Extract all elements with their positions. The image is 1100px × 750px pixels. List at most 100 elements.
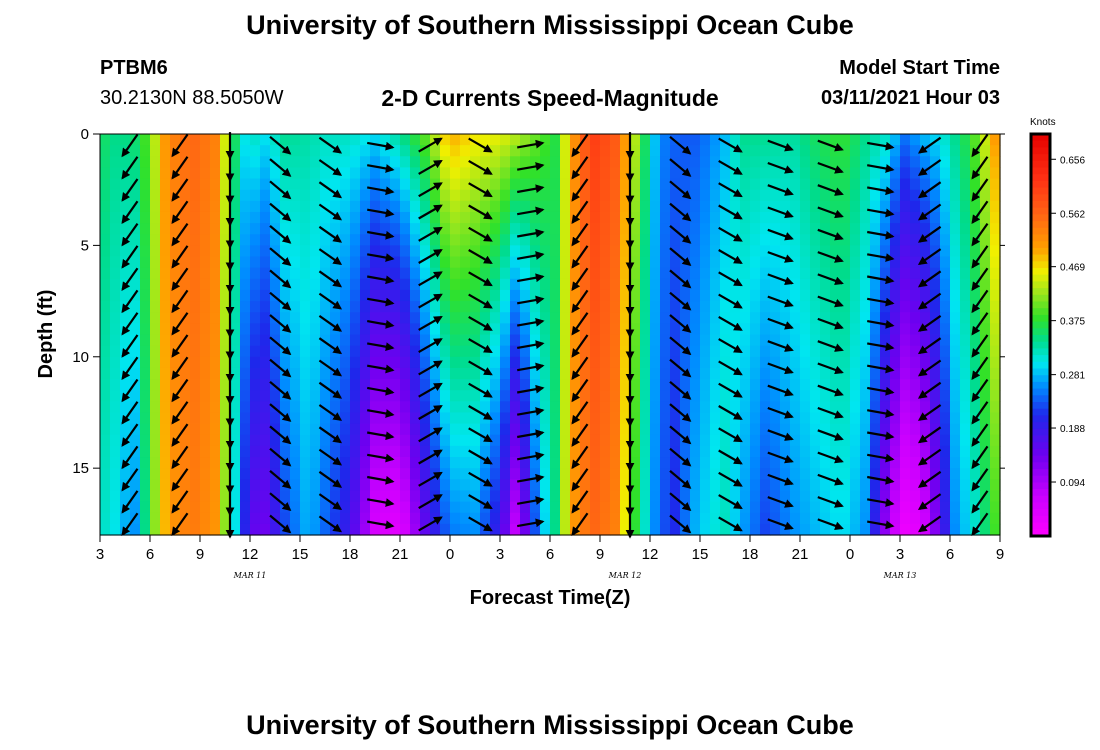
heatmap-cell (370, 445, 381, 458)
heatmap-cell (100, 134, 111, 146)
current-arrow (517, 206, 545, 216)
heatmap-cell (980, 234, 991, 246)
heatmap-cell (470, 468, 481, 480)
heatmap-cell (110, 189, 121, 202)
current-arrow (767, 406, 794, 419)
current-arrow (718, 293, 743, 309)
heatmap-cell (840, 468, 851, 480)
heatmap-cell (380, 501, 391, 514)
heatmap-cell (520, 278, 531, 291)
heatmap-cell (180, 457, 191, 469)
heatmap-cell (140, 479, 151, 492)
heatmap-cell (540, 523, 551, 536)
heatmap-cell (490, 167, 501, 180)
heatmap-cell (910, 523, 921, 536)
heatmap-cell (520, 379, 531, 391)
heatmap-cell (580, 256, 591, 269)
heatmap-cell (580, 423, 591, 436)
heatmap-cell (420, 390, 431, 402)
heatmap-cell (380, 156, 391, 169)
current-arrow (367, 475, 395, 485)
heatmap-cell (720, 189, 731, 202)
heatmap-cell (610, 167, 621, 180)
heatmap-cell (630, 145, 641, 157)
heatmap-cell (930, 156, 941, 169)
heatmap-cell (750, 434, 761, 447)
heatmap-cell (350, 434, 361, 447)
heatmap-cell (520, 223, 531, 235)
current-arrow (971, 156, 989, 180)
heatmap-cell (980, 445, 991, 458)
heatmap-cell (850, 289, 861, 302)
heatmap-cell (210, 512, 221, 525)
heatmap-cell (440, 390, 451, 402)
heatmap-cell (330, 267, 341, 280)
date-label: MAR 11 (233, 571, 267, 580)
heatmap-cell (940, 323, 951, 336)
heatmap-cell (150, 345, 161, 358)
colorbar-cell (1031, 234, 1050, 242)
heatmap-cell (940, 401, 951, 414)
current-arrow (171, 423, 189, 447)
current-arrow (669, 447, 692, 467)
current-arrow (767, 206, 794, 219)
x-tick-label: 15 (292, 546, 309, 563)
current-arrow (817, 473, 844, 486)
heatmap-cell (110, 468, 121, 480)
colorbar-cell (1031, 261, 1050, 269)
heatmap-cell (720, 468, 731, 480)
heatmap-cell (150, 379, 161, 391)
heatmap-cell (460, 267, 471, 280)
heatmap-cell (490, 501, 501, 514)
heatmap-cell (390, 145, 401, 157)
heatmap-cell (930, 334, 941, 347)
heatmap-cell (480, 178, 491, 191)
heatmap-cell (220, 523, 231, 536)
current-arrow (571, 178, 589, 202)
heatmap-cell (770, 178, 781, 191)
heatmap-cell (230, 445, 241, 458)
heatmap-cell (310, 334, 321, 347)
heatmap-cell (930, 423, 941, 436)
current-arrow (817, 228, 844, 241)
heatmap-cell (730, 356, 741, 369)
heatmap-cell (930, 145, 941, 157)
heatmap-cell (350, 379, 361, 391)
current-arrow (817, 161, 844, 174)
heatmap-cell (200, 457, 211, 469)
heatmap-cell (920, 134, 931, 146)
heatmap-cell (970, 200, 981, 213)
heatmap-cell (770, 334, 781, 347)
current-arrow (971, 423, 989, 447)
heatmap-cell (750, 423, 761, 436)
heatmap-cell (700, 200, 711, 213)
heatmap-cell (550, 245, 561, 258)
current-arrow (318, 181, 343, 199)
heatmap-cell (810, 211, 821, 224)
heatmap-cell (560, 189, 571, 202)
heatmap-cell (940, 167, 951, 180)
heatmap-cell (230, 479, 241, 492)
heatmap-cell (740, 334, 751, 347)
y-tick-label: 10 (72, 349, 89, 366)
heatmap-cell (410, 289, 421, 302)
current-arrow (571, 312, 589, 336)
heatmap-cell (460, 401, 471, 414)
heatmap-cell (570, 490, 581, 503)
heatmap-cell (820, 445, 831, 458)
heatmap-cell (410, 234, 421, 246)
heatmap-cell (750, 490, 761, 503)
heatmap-cell (130, 367, 141, 380)
heatmap-cell (910, 312, 921, 324)
heatmap-cell (390, 512, 401, 525)
heatmap-cell (790, 490, 801, 503)
heatmap-cell (580, 434, 591, 447)
heatmap-cell (260, 457, 271, 469)
heatmap-cell (720, 490, 731, 503)
current-arrow (917, 426, 942, 444)
heatmap-cell (720, 245, 731, 258)
heatmap-cell (660, 323, 671, 336)
heatmap-cell (320, 457, 331, 469)
heatmap-cell (630, 501, 641, 514)
